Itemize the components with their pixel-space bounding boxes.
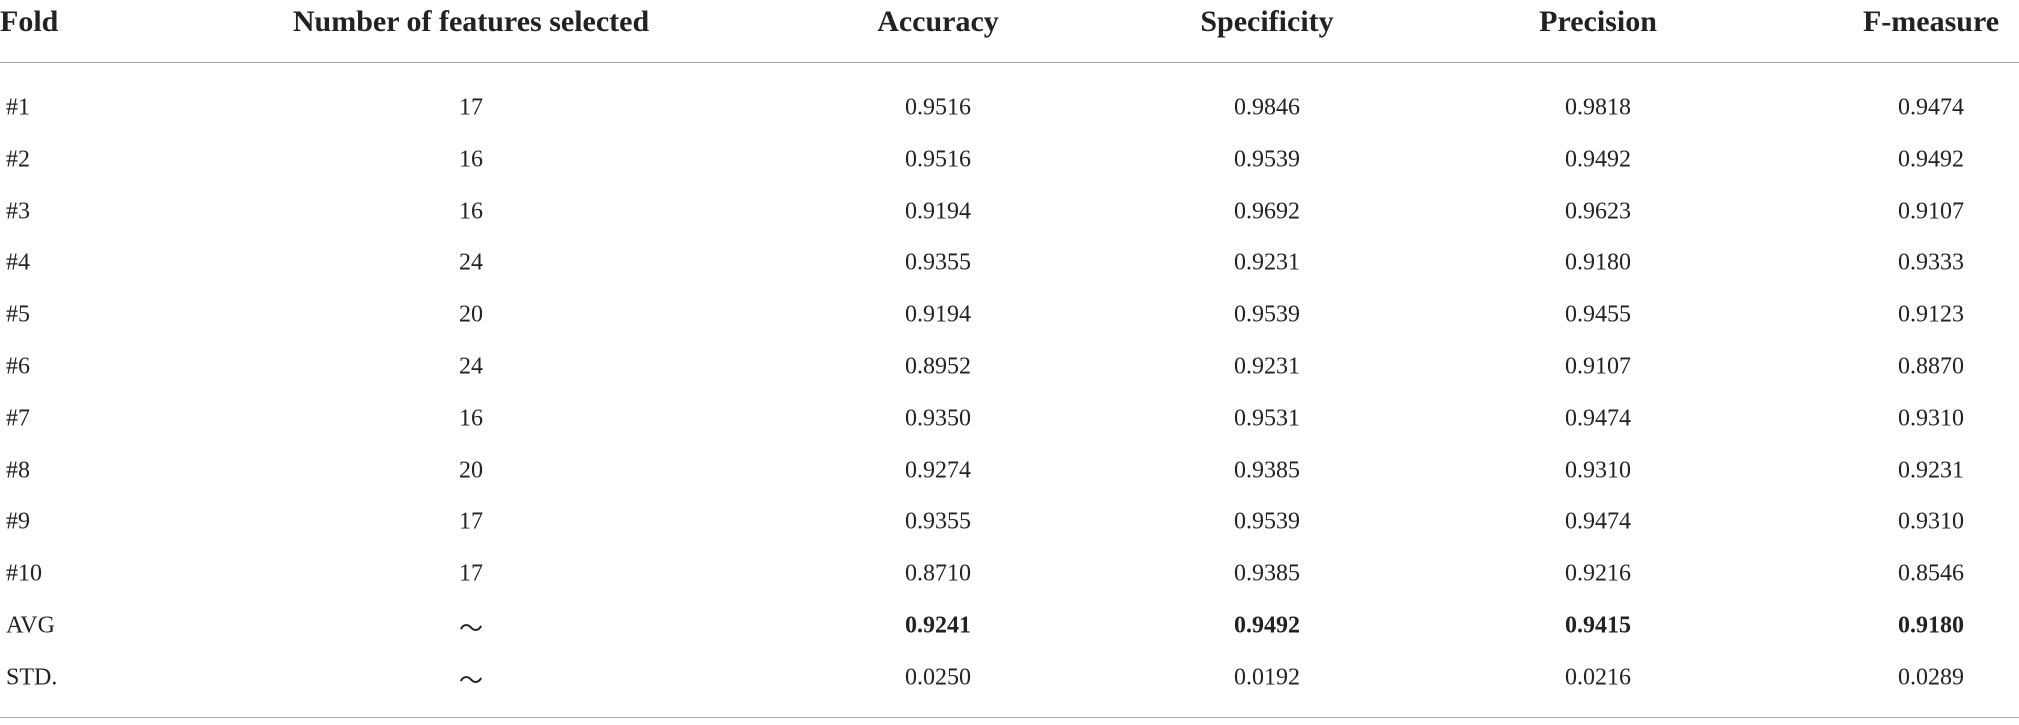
column-header: F-measure xyxy=(1862,5,2000,38)
table-cell: 0.8546 xyxy=(1898,560,1964,587)
table-cell: 0.9539 xyxy=(1234,508,1300,535)
table-cell: 0.9310 xyxy=(1565,457,1631,484)
table-cell: 0.9474 xyxy=(1565,508,1631,535)
row-label: #6 xyxy=(6,353,30,380)
table-cell: 0.9846 xyxy=(1234,94,1300,121)
table-cell: 0.9194 xyxy=(905,301,971,328)
table-cell: 0.9274 xyxy=(905,457,971,484)
table-cell: 0.9539 xyxy=(1234,146,1300,173)
table-cell: 0.9310 xyxy=(1898,405,1964,432)
row-label: AVG xyxy=(6,612,55,639)
row-label: #3 xyxy=(6,198,30,225)
table-cell: 0.9180 xyxy=(1565,249,1631,276)
table-cell: 16 xyxy=(459,198,483,225)
table-cell: 0.9231 xyxy=(1234,353,1300,380)
table-cell: 0.9492 xyxy=(1565,146,1631,173)
table-cell: 0.9107 xyxy=(1565,353,1631,380)
table-cell: 17 xyxy=(459,560,483,587)
table-cell: 0.9180 xyxy=(1898,612,1964,639)
table-cell: 0.9492 xyxy=(1234,612,1300,639)
table-cell: 0.9231 xyxy=(1234,249,1300,276)
table-cell: 0.8710 xyxy=(905,560,971,587)
column-header: Specificity xyxy=(1200,5,1334,38)
table-cell: 0.9355 xyxy=(905,249,971,276)
row-label: STD. xyxy=(6,664,58,691)
table-cell: 0.9107 xyxy=(1898,198,1964,225)
table-cell: 0.9692 xyxy=(1234,198,1300,225)
table-cell: 0.8952 xyxy=(905,353,971,380)
table-cell: 0.9385 xyxy=(1234,560,1300,587)
table-cell: 0.9241 xyxy=(905,612,971,639)
table-cell: 0.9531 xyxy=(1234,405,1300,432)
table-cell: 0.9194 xyxy=(905,198,971,225)
table-cell: 0.0192 xyxy=(1234,664,1300,691)
table-cell: 0.9385 xyxy=(1234,457,1300,484)
table-cell: 0.9333 xyxy=(1898,249,1964,276)
column-header: Precision xyxy=(1539,5,1657,38)
table-cell: 0.9474 xyxy=(1565,405,1631,432)
header-rule xyxy=(0,62,2019,63)
table-cell: 20 xyxy=(459,457,483,484)
table-cell: 0.0250 xyxy=(905,664,971,691)
row-label: #9 xyxy=(6,508,30,535)
table-cell: 0.0289 xyxy=(1898,664,1964,691)
table-cell: 17 xyxy=(459,94,483,121)
table-cell: 0.9516 xyxy=(905,146,971,173)
table-cell: ～ xyxy=(459,616,483,643)
table-cell: 0.9474 xyxy=(1898,94,1964,121)
table-cell: 0.9123 xyxy=(1898,301,1964,328)
table-cell: 24 xyxy=(459,249,483,276)
table-cell: 0.9623 xyxy=(1565,198,1631,225)
row-label: #5 xyxy=(6,301,30,328)
column-header: Accuracy xyxy=(877,5,999,38)
table-cell: 0.9216 xyxy=(1565,560,1631,587)
table-cell: 0.9355 xyxy=(905,508,971,535)
table-cell: 0.9516 xyxy=(905,94,971,121)
table-cell: 0.9415 xyxy=(1565,612,1631,639)
row-label: #8 xyxy=(6,457,30,484)
table-cell: 0.9231 xyxy=(1898,457,1964,484)
column-header: Fold xyxy=(0,5,59,38)
table-cell: 0.9455 xyxy=(1565,301,1631,328)
table-cell: 0.9818 xyxy=(1565,94,1631,121)
table-cell: 0.8870 xyxy=(1898,353,1964,380)
table-cell: 20 xyxy=(459,301,483,328)
table-cell: ～ xyxy=(459,668,483,695)
row-label: #4 xyxy=(6,249,30,276)
table-cell: 24 xyxy=(459,353,483,380)
table-cell: 0.9350 xyxy=(905,405,971,432)
table-cell: 16 xyxy=(459,405,483,432)
row-label: #10 xyxy=(6,560,42,587)
row-label: #7 xyxy=(6,405,30,432)
table-cell: 0.0216 xyxy=(1565,664,1631,691)
row-label: #2 xyxy=(6,146,30,173)
table-cell: 0.9310 xyxy=(1898,508,1964,535)
table-cell: 0.9539 xyxy=(1234,301,1300,328)
table-cell: 17 xyxy=(459,508,483,535)
bottom-rule xyxy=(0,717,2019,718)
table-cell: 16 xyxy=(459,146,483,173)
column-header: Number of features selected xyxy=(292,5,650,38)
table-cell: 0.9492 xyxy=(1898,146,1964,173)
row-label: #1 xyxy=(6,94,30,121)
